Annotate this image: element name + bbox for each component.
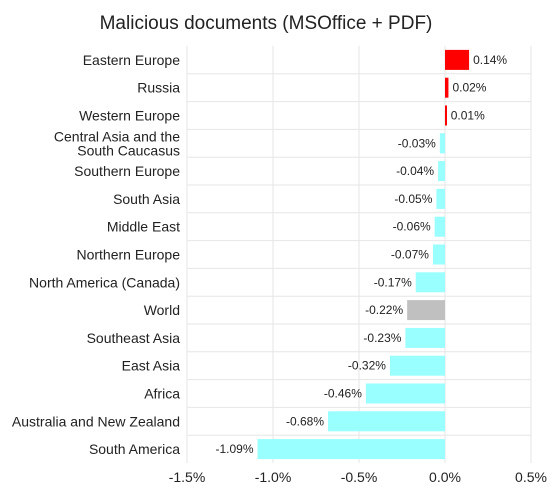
data-label-central-asia-and-the-south-caucasus: -0.03% [398,136,436,150]
category-label-northern-europe: Northern Europe [76,247,180,263]
data-label-russia: 0.02% [452,81,486,95]
x-tick-label: -1.5% [169,469,206,485]
bar-western-europe [445,105,447,126]
data-label-northern-europe: -0.07% [391,248,429,262]
bar-southeast-asia [405,327,445,348]
category-label-southeast-asia: Southeast Asia [87,330,181,346]
bar-russia [445,77,449,98]
x-tick-label: 0.5% [515,469,547,485]
bar-south-america [257,439,445,460]
category-label-russia: Russia [137,80,180,96]
data-label-southern-europe: -0.04% [396,164,434,178]
data-label-middle-east: -0.06% [393,220,431,234]
bar-eastern-europe [445,49,470,70]
data-labels: 0.14% 0.02% 0.01% -0.03% -0.04% -0.05% -0.06% -… [215,53,507,456]
bar-world [407,300,445,321]
category-label-australia-and-new-zealand: Australia and New Zealand [12,413,180,429]
category-label-western-europe: Western Europe [79,108,180,124]
data-label-western-europe: 0.01% [451,109,485,123]
bar-central-asia-and-the-south-caucasus [439,133,445,154]
data-label-australia-and-new-zealand: -0.68% [286,414,324,428]
category-label-central-asia-and-the-south-caucasus: Central Asia and the South Caucasus [54,128,180,158]
bars [257,49,470,460]
data-label-south-america: -1.09% [215,442,253,456]
data-label-eastern-europe: 0.14% [473,53,507,67]
x-axis-tick-labels: -1.5% -1.0% -0.5% 0.0% 0.5% [169,469,547,485]
bar-southern-europe [438,161,445,182]
category-labels: Eastern Europe Russia Western Europe Centra… [12,52,180,457]
category-label-north-america-canada: North America (Canada) [29,274,180,290]
category-label-africa: Africa [144,386,180,402]
bar-australia-and-new-zealand [328,411,445,432]
bar-middle-east [434,216,445,237]
category-label-south-america: South America [89,441,180,457]
x-tick-label: -0.5% [341,469,378,485]
data-label-africa: -0.46% [324,387,362,401]
chart-title: Malicious documents (MSOffice + PDF) [100,13,433,34]
bar-northern-europe [432,244,445,265]
bar-north-america-canada [415,272,445,293]
data-label-world: -0.22% [365,303,403,317]
data-label-north-america-canada: -0.17% [374,275,412,289]
category-label-east-asia: East Asia [122,358,181,374]
category-label-south-asia: South Asia [113,191,180,207]
bar-east-asia [389,355,445,376]
data-label-southeast-asia: -0.23% [363,331,401,345]
category-label-middle-east: Middle East [107,219,180,235]
x-tick-label: 0.0% [429,469,461,485]
data-label-east-asia: -0.32% [348,359,386,373]
bar-south-asia [436,188,445,209]
grid-lines [186,46,532,463]
bar-africa [365,383,445,404]
category-label-eastern-europe: Eastern Europe [83,52,180,68]
category-label-world: World [144,302,180,318]
category-label-southern-europe: Southern Europe [74,163,180,179]
x-tick-label: -1.0% [255,469,292,485]
data-label-south-asia: -0.05% [394,192,432,206]
